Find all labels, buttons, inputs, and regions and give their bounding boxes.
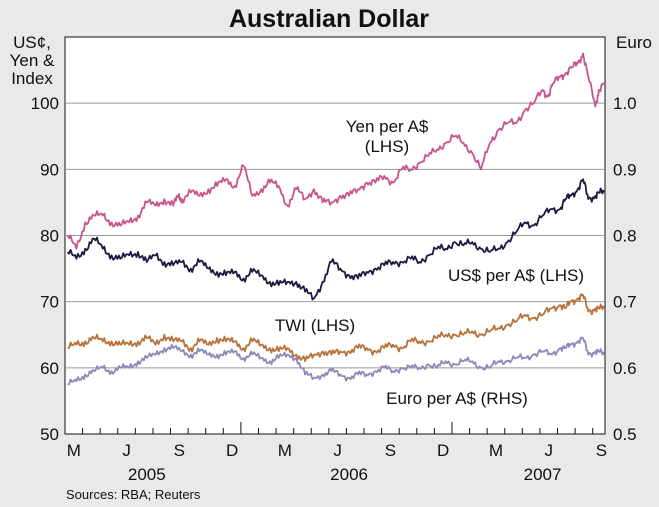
year-label: 2006 xyxy=(330,465,368,484)
month-label: J xyxy=(544,441,553,460)
right-tick-label: 0.8 xyxy=(613,227,637,246)
left-tick-label: 100 xyxy=(31,94,59,113)
euro-series-label: Euro per A$ (RHS) xyxy=(386,389,528,408)
right-axis-ticks: 1.0 0.9 0.8 0.7 0.6 0.5 xyxy=(613,94,637,444)
left-tick-label: 50 xyxy=(40,425,59,444)
month-label: S xyxy=(385,441,396,460)
series-line-yen-per-a xyxy=(66,52,605,250)
left-axis-label-line-2: Yen & xyxy=(10,51,55,70)
yen-series-label-line-2: (LHS) xyxy=(365,137,409,156)
year-label: 2007 xyxy=(524,465,562,484)
right-tick-label: 0.5 xyxy=(613,425,637,444)
usd-series-label: US$ per A$ (LHS) xyxy=(448,266,584,285)
month-label: M xyxy=(489,441,503,460)
month-label: M xyxy=(278,441,292,460)
month-label: J xyxy=(122,441,131,460)
month-label: J xyxy=(333,441,342,460)
right-axis-label: Euro xyxy=(616,33,652,52)
yen-series-label-line-1: Yen per A$ xyxy=(346,117,429,136)
month-label: S xyxy=(596,441,607,460)
left-axis-ticks: 100 90 80 70 60 50 xyxy=(31,94,59,444)
left-axis-label-line-1: US¢, xyxy=(13,33,51,52)
series-line-euro-per-a xyxy=(67,336,605,386)
gridlines xyxy=(65,102,605,369)
month-label: D xyxy=(437,441,449,460)
series-line-us-per-a xyxy=(66,178,605,301)
left-tick-label: 60 xyxy=(40,359,59,378)
month-label: S xyxy=(174,441,185,460)
left-axis-label-line-3: Index xyxy=(11,69,53,88)
right-tick-label: 0.7 xyxy=(613,293,637,312)
twi-series-label: TWI (LHS) xyxy=(275,316,355,335)
left-tick-label: 80 xyxy=(40,227,59,246)
year-label: 2005 xyxy=(128,465,166,484)
year-labels: 2005 2006 2007 xyxy=(128,465,562,484)
right-tick-label: 0.6 xyxy=(613,359,637,378)
source-note: Sources: RBA; Reuters xyxy=(66,487,201,502)
right-tick-label: 1.0 xyxy=(613,94,637,113)
month-ticks xyxy=(82,422,594,434)
series-line-twi xyxy=(67,293,605,363)
chart-title: Australian Dollar xyxy=(229,5,429,33)
series-lines xyxy=(66,52,605,386)
right-tick-label: 0.9 xyxy=(613,160,637,179)
left-tick-label: 70 xyxy=(40,293,59,312)
month-label: M xyxy=(67,441,81,460)
left-tick-label: 90 xyxy=(40,160,59,179)
month-label: D xyxy=(226,441,238,460)
